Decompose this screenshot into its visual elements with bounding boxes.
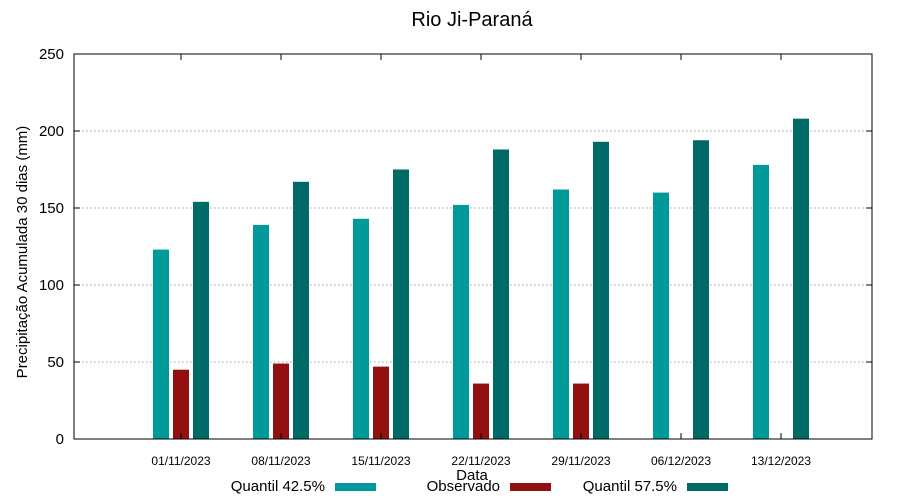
plot-frame (73, 53, 873, 440)
bar-quantil-42-5 (553, 189, 569, 439)
y-tick-label: 100 (39, 277, 64, 294)
y-tick-label: 150 (39, 200, 64, 217)
bar-quantil-42-5 (753, 164, 769, 439)
bar-quantil-42-5 (453, 204, 469, 439)
bar-observado (173, 369, 189, 439)
x-tick-label: 01/11/2023 (151, 454, 210, 468)
bar-quantil-57-5 (793, 118, 809, 440)
bar-quantil-42-5 (653, 192, 669, 439)
bar-quantil-57-5 (693, 140, 709, 440)
x-tick-label: 08/11/2023 (251, 454, 310, 468)
legend: Quantil 42.5% Observado Quantil 57.5% (231, 478, 728, 495)
legend-label: Quantil 42.5% (231, 478, 325, 495)
y-axis-label: Precipitação Acumulada 30 dias (mm) (14, 126, 31, 379)
y-tick-label: 250 (39, 46, 64, 63)
bar-quantil-57-5 (393, 169, 409, 439)
legend-label: Observado (427, 478, 500, 495)
y-tick-label: 0 (56, 431, 64, 448)
y-tick-label: 50 (47, 354, 64, 371)
x-tick-label: 22/11/2023 (451, 454, 510, 468)
legend-label: Quantil 57.5% (583, 478, 677, 495)
bar-observado (273, 363, 289, 439)
x-tick-label: 15/11/2023 (351, 454, 410, 468)
bar-quantil-42-5 (153, 249, 169, 439)
legend-swatch (687, 483, 728, 491)
bar-quantil-57-5 (593, 141, 609, 439)
x-axis-ticks: 01/11/2023 08/11/2023 15/11/2023 22/11/2023… (151, 54, 811, 468)
bar-observado (373, 366, 389, 439)
legend-swatch (335, 483, 376, 491)
x-axis-label: Data (456, 467, 488, 484)
bar-observado (573, 383, 589, 439)
x-tick-label: 06/12/2023 (651, 454, 711, 468)
bar-quantil-42-5 (353, 218, 369, 439)
bar-quantil-57-5 (493, 149, 509, 440)
y-axis-ticks: 0 50 100 150 200 250 (39, 46, 872, 448)
x-tick-label: 13/12/2023 (751, 454, 811, 468)
legend-swatch (510, 483, 551, 491)
y-tick-label: 200 (39, 123, 64, 140)
bar-quantil-57-5 (293, 181, 309, 439)
chart-title: Rio Ji-Paraná (411, 9, 533, 31)
bar-observado (473, 383, 489, 439)
bar-quantil-42-5 (253, 224, 269, 439)
bar-quantil-57-5 (193, 201, 209, 439)
x-tick-label: 29/11/2023 (551, 454, 610, 468)
bars (153, 118, 809, 440)
